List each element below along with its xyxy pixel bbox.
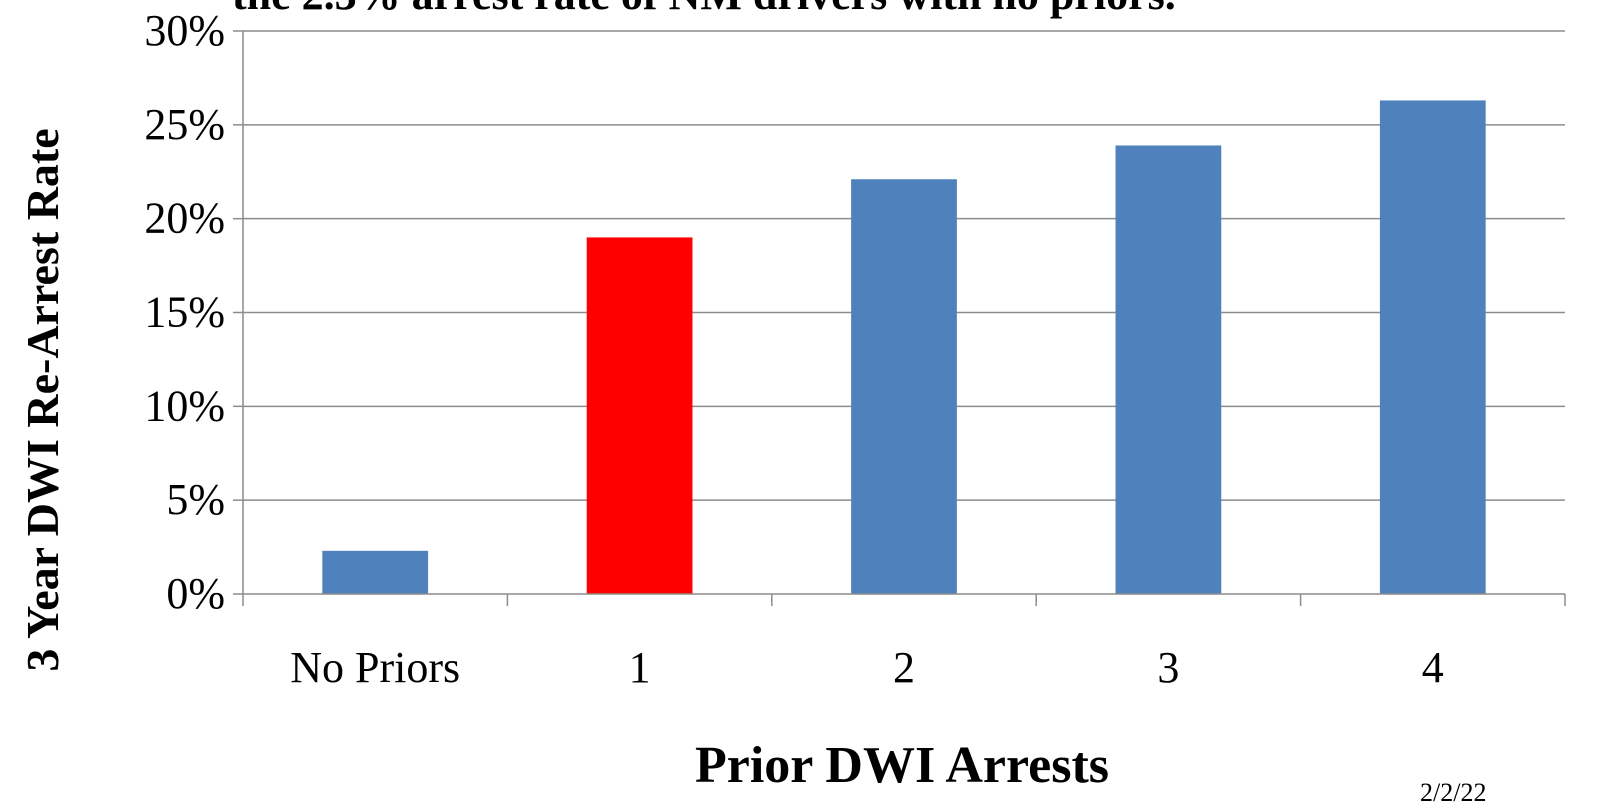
- y-tick-label: 10%: [144, 381, 225, 430]
- x-tick-label: No Priors: [290, 643, 460, 692]
- bar-2: [851, 179, 957, 595]
- y-tick-label: 15%: [144, 288, 225, 337]
- bar-4: [1379, 100, 1486, 594]
- x-tick-label: 4: [1422, 643, 1444, 692]
- y-tick-label: 25%: [144, 100, 225, 149]
- y-tick-labels: 0% 5% 10% 15% 20% 25% 30%: [144, 6, 225, 618]
- y-tick-label: 30%: [144, 6, 225, 55]
- x-tick-labels: No Priors 1 2 3 4: [290, 643, 1444, 692]
- y-tick-label: 0%: [166, 569, 225, 618]
- y-axis-label: 3 Year DWI Re-Arrest Rate: [17, 128, 68, 671]
- x-tick-label: 2: [893, 643, 915, 692]
- x-tick-label: 1: [629, 643, 651, 692]
- x-axis-label: Prior DWI Arrests: [695, 737, 1109, 794]
- x-tick-label: 3: [1157, 643, 1179, 692]
- axes: [233, 30, 1566, 606]
- bar-1: [586, 237, 693, 594]
- bar-no-priors: [322, 550, 429, 594]
- date-footer: 2/2/22: [1420, 778, 1487, 802]
- y-tick-label: 20%: [144, 194, 225, 243]
- y-tick-label: 5%: [166, 475, 225, 524]
- bar-3: [1115, 145, 1222, 594]
- chart-title: the 2.3% arrest rate of NM drivers with …: [232, 0, 1592, 30]
- bars: [322, 100, 1486, 595]
